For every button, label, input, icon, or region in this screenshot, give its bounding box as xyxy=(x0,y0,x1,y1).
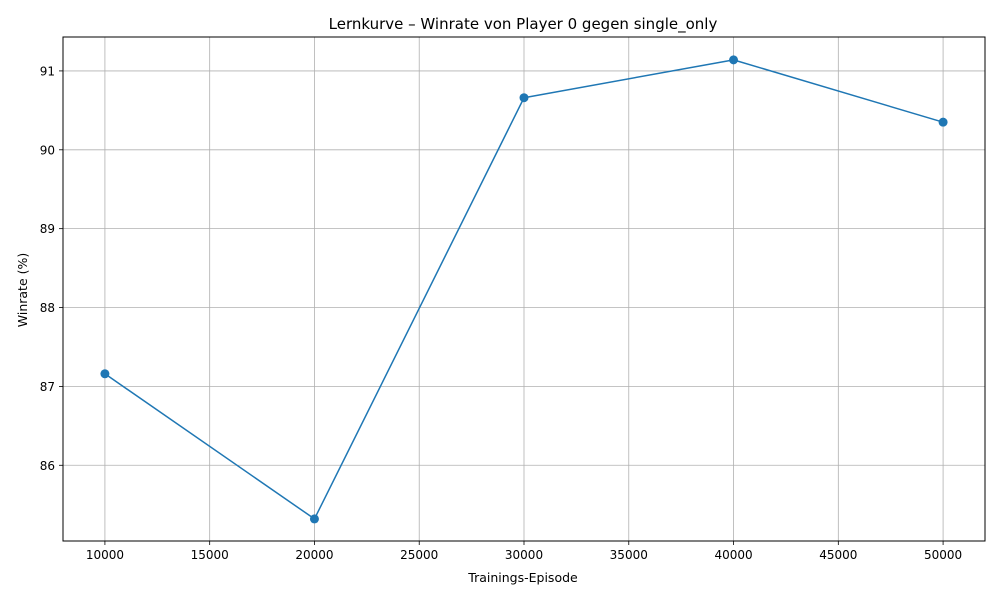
data-point xyxy=(938,117,948,127)
y-tick-label: 89 xyxy=(40,222,55,236)
series-layer xyxy=(100,55,948,524)
x-tick-label: 40000 xyxy=(714,548,752,562)
y-axis-label: Winrate (%) xyxy=(15,253,30,327)
chart-title: Lernkurve – Winrate von Player 0 gegen s… xyxy=(329,15,718,34)
x-tick-label: 25000 xyxy=(400,548,438,562)
x-tick-label: 45000 xyxy=(819,548,857,562)
y-tick-label: 90 xyxy=(40,143,55,157)
x-tick-label: 35000 xyxy=(610,548,648,562)
data-point xyxy=(309,514,319,524)
data-point xyxy=(519,93,529,103)
data-point xyxy=(100,369,110,379)
x-tick-label: 15000 xyxy=(191,548,229,562)
x-axis-label: Trainings-Episode xyxy=(467,570,578,585)
y-tick-label: 91 xyxy=(40,64,55,78)
x-tick-label: 50000 xyxy=(924,548,962,562)
x-tick-label: 10000 xyxy=(86,548,124,562)
grid xyxy=(63,37,985,541)
y-tick-label: 87 xyxy=(40,380,55,394)
data-point xyxy=(729,55,739,65)
y-tick-label: 88 xyxy=(40,301,55,315)
y-tick-label: 86 xyxy=(40,459,55,473)
ticks: 10000 15000 20000 25000 30000 35000 40000 45000… xyxy=(40,64,962,562)
x-tick-label: 30000 xyxy=(505,548,543,562)
x-tick-label: 20000 xyxy=(295,548,333,562)
